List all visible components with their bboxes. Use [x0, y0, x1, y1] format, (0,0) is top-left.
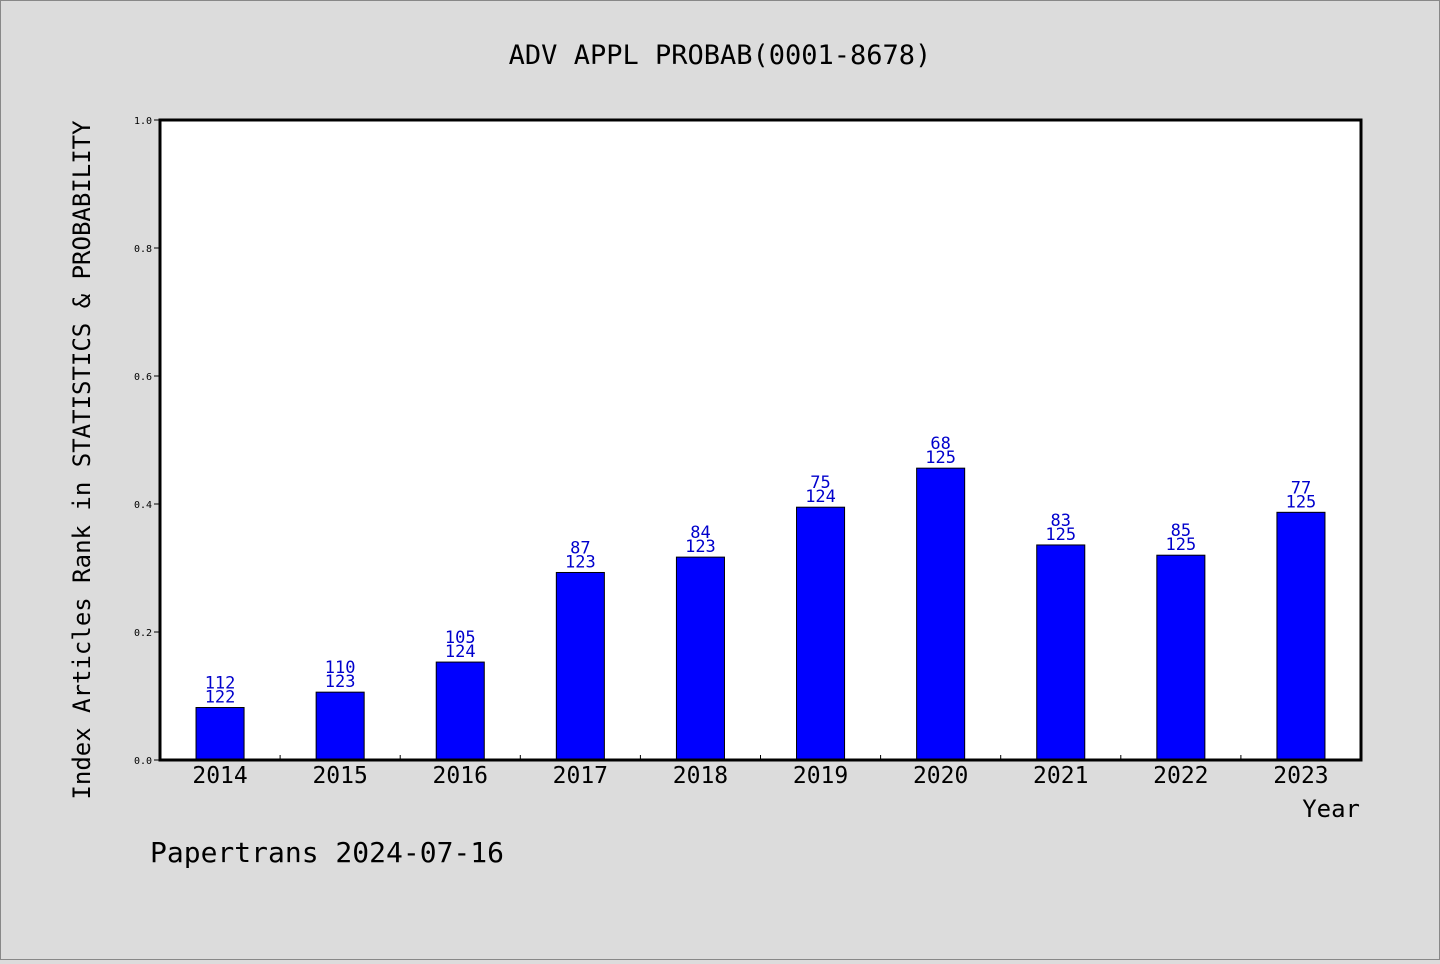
x-tick-label: 2017: [553, 763, 608, 789]
y-tick-label: 0.4: [134, 500, 152, 511]
x-tick-label: 2022: [1153, 763, 1208, 789]
bar-2023: [1276, 511, 1326, 761]
x-tick-label: 2021: [1033, 763, 1088, 789]
bar-total-label: 123: [325, 672, 356, 692]
bar-total-label: 125: [1045, 525, 1076, 545]
bar-labels-group: 1121221101231051248712384123751246812583…: [205, 434, 1317, 707]
x-tick-label: 2020: [913, 763, 968, 789]
bar-rank-label: 84: [690, 523, 710, 543]
x-tick-label: 2019: [793, 763, 848, 789]
bar-2017: [555, 571, 605, 761]
y-tick-label: 0.6: [134, 372, 152, 383]
bar-rank-label: 87: [570, 538, 590, 558]
y-tick-label: 0.2: [134, 628, 152, 639]
footer-text: Papertrans 2024-07-16: [150, 836, 504, 869]
y-tick-label: 1.0: [134, 116, 152, 127]
bar-rank-label: 105: [445, 628, 476, 648]
x-tick-label: 2016: [433, 763, 488, 789]
bar-rank-label: 77: [1291, 478, 1311, 498]
bar-total-label: 124: [805, 487, 836, 507]
bar-rank-label: 68: [930, 434, 950, 454]
bar-total-label: 123: [685, 537, 716, 557]
bar-2015: [315, 691, 365, 761]
bar-2016: [435, 661, 485, 761]
bar-total-label: 125: [1286, 492, 1317, 512]
y-tick-label: 0.8: [134, 244, 152, 255]
plot-border: [158, 118, 1363, 762]
x-axis-label: Year: [1302, 795, 1360, 823]
y-tick-label: 0.0: [134, 756, 152, 767]
bar-rank-label: 75: [810, 473, 830, 493]
bar-rank-label: 110: [325, 658, 356, 678]
bar-rank-label: 83: [1051, 511, 1071, 531]
bar-2014: [195, 707, 245, 761]
bar-2020: [916, 467, 966, 761]
x-tick-group: 2014 2015 2016 2017 2018 2019 2020 2021 2022 2023: [192, 755, 1329, 789]
bar-rank-label: 85: [1171, 521, 1191, 541]
bars-group: [195, 467, 1326, 761]
chart-title: ADV APPL PROBAB(0001-8678): [509, 40, 932, 71]
bar-2022: [1156, 554, 1206, 761]
x-tick-label: 2018: [673, 763, 728, 789]
x-tick-label: 2023: [1273, 763, 1328, 789]
bar-total-label: 122: [205, 688, 236, 708]
x-tick-label: 2015: [312, 763, 367, 789]
bar-total-label: 125: [1165, 535, 1196, 555]
bar-rank-label: 112: [205, 674, 236, 694]
x-tick-label: 2014: [192, 763, 247, 789]
bar-total-label: 123: [565, 552, 596, 572]
bar-2021: [1036, 544, 1086, 761]
bar-total-label: 125: [925, 448, 956, 468]
bar-total-label: 124: [445, 642, 476, 662]
y-axis-label: Index Articles Rank in STATISTICS & PROB…: [68, 120, 96, 800]
